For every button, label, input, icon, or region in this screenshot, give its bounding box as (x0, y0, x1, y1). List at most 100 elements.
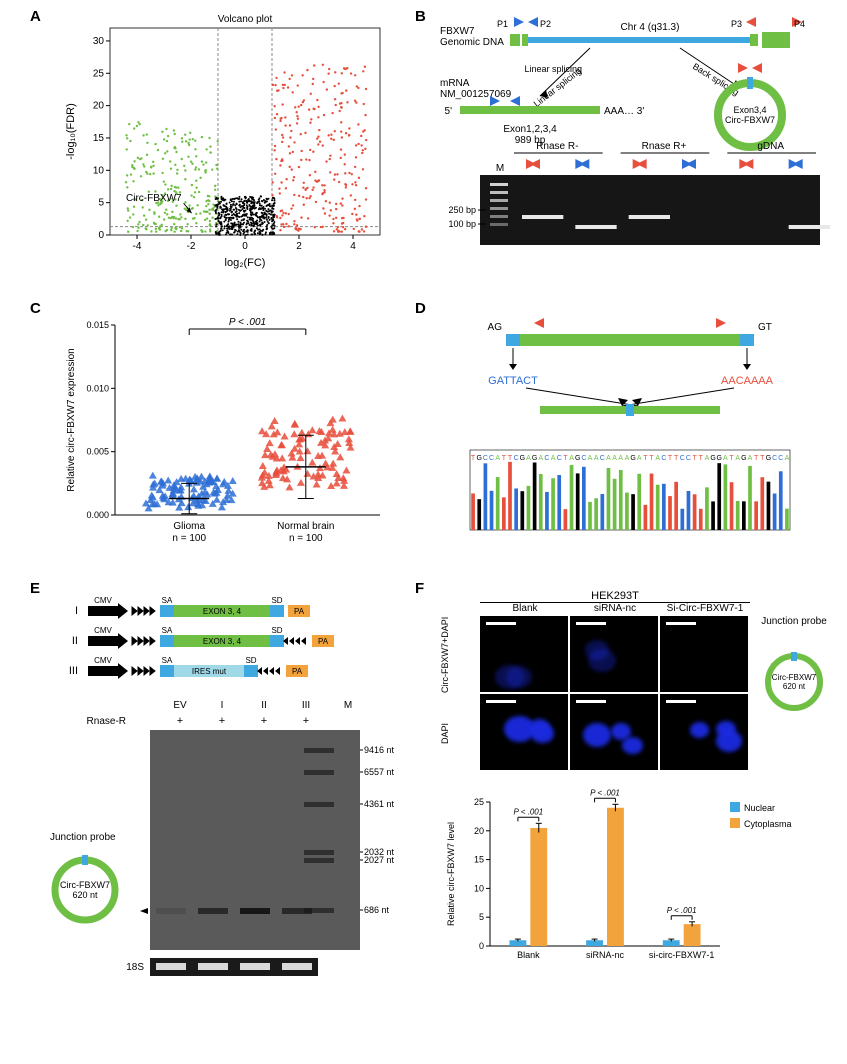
svg-text:2: 2 (296, 241, 302, 252)
dapi-nucleus (716, 721, 736, 738)
svg-text:AACAAAA: AACAAAA (721, 375, 774, 387)
svg-text:Volcano plot: Volcano plot (218, 14, 273, 25)
svg-text:FBXW7Genomic DNA: FBXW7Genomic DNA (440, 26, 504, 48)
scale-bar (666, 700, 696, 703)
svg-text:G: G (710, 455, 715, 462)
microscopy-grid (480, 616, 748, 772)
row-merge: Circ-FBXW7+DAPI (440, 616, 480, 694)
dapi-nucleus (622, 737, 642, 754)
svg-text:T: T (508, 455, 513, 462)
svg-text:Circ-FBXW7: Circ-FBXW7 (126, 193, 182, 204)
svg-text:0.005: 0.005 (86, 447, 109, 457)
svg-text:6557 nt: 6557 nt (364, 767, 395, 777)
microscopy-cell (660, 616, 748, 692)
svg-text:9416 nt: 9416 nt (364, 745, 395, 755)
svg-text:T: T (699, 455, 704, 462)
svg-text:SD: SD (271, 596, 282, 605)
svg-text:T: T (471, 455, 476, 462)
svg-text:Glioma: Glioma (173, 521, 205, 532)
svg-text:SA: SA (162, 656, 173, 665)
microscopy-cell (480, 694, 568, 770)
svg-text:T: T (729, 455, 734, 462)
svg-text:+: + (303, 715, 309, 727)
svg-text:-2: -2 (187, 241, 196, 252)
panel-d-svg: AGGTGATTACTAACAAAATGCCATTCGAGACACTAGCAAC… (440, 310, 810, 560)
svg-text:G: G (575, 455, 580, 462)
scale-bar (576, 700, 606, 703)
svg-text:gDNA: gDNA (757, 141, 784, 152)
panel-b-svg: FBXW7Genomic DNAChr 4 (q31.3)P1P2P3P4Lin… (430, 10, 830, 280)
svg-text:T: T (760, 455, 765, 462)
svg-text:10: 10 (93, 165, 105, 176)
panel-label-c: C (30, 300, 41, 317)
svg-text:T: T (674, 455, 679, 462)
svg-text:CMV: CMV (94, 596, 112, 605)
panel-d-junction: AGGTGATTACTAACAAAATGCCATTCGAGACACTAGCAAC… (440, 310, 810, 560)
svg-text:A: A (594, 455, 599, 462)
svg-text:I: I (221, 700, 224, 711)
svg-text:GATTACT: GATTACT (488, 375, 538, 387)
svg-text:A: A (569, 455, 574, 462)
svg-text:G: G (717, 455, 722, 462)
svg-text:I: I (75, 605, 78, 617)
svg-text:+: + (219, 715, 225, 727)
panel-c-scatter: 0.0000.0050.0100.015Relative circ-FBXW7 … (60, 310, 390, 560)
svg-text:A: A (551, 455, 556, 462)
svg-text:T: T (643, 455, 648, 462)
svg-text:G: G (532, 455, 537, 462)
svg-text:5': 5' (445, 106, 453, 117)
svg-text:C: C (600, 455, 605, 462)
svg-text:15: 15 (474, 855, 484, 865)
svg-text:M: M (344, 700, 352, 711)
svg-text:P < .001: P < .001 (229, 317, 266, 328)
scale-bar (486, 622, 516, 625)
svg-text:AG: AG (488, 322, 503, 333)
svg-text:0.000: 0.000 (86, 510, 109, 520)
scale-bar (486, 700, 516, 703)
svg-text:A: A (538, 455, 543, 462)
svg-text:SA: SA (162, 596, 173, 605)
svg-text:P2: P2 (540, 19, 551, 29)
svg-text:Circ-FBXW7620 nt: Circ-FBXW7620 nt (772, 673, 817, 691)
svg-text:0: 0 (479, 941, 484, 951)
svg-text:Rnase R+: Rnase R+ (642, 141, 687, 152)
svg-text:P1: P1 (497, 19, 508, 29)
svg-text:250 bp: 250 bp (448, 205, 476, 215)
svg-text:T: T (502, 455, 507, 462)
svg-text:Circ-FBXW7620 nt: Circ-FBXW7620 nt (60, 880, 110, 900)
svg-text:25: 25 (474, 797, 484, 807)
svg-text:T: T (692, 455, 697, 462)
microscopy-cell (570, 616, 658, 692)
scale-bar (576, 622, 606, 625)
panel-f-barchart: 0510152025Relative circ-FBXW7 levelBlank… (440, 780, 820, 980)
svg-text:C: C (686, 455, 691, 462)
microscopy-cell (660, 694, 748, 770)
svg-text:+: + (261, 715, 267, 727)
svg-text:0.015: 0.015 (86, 320, 109, 330)
svg-text:II: II (72, 635, 78, 647)
svg-text:A: A (618, 455, 623, 462)
svg-text:P < .001: P < .001 (590, 788, 620, 797)
svg-text:4361 nt: 4361 nt (364, 799, 395, 809)
svg-text:G: G (630, 455, 635, 462)
svg-text:C: C (514, 455, 519, 462)
svg-text:CMV: CMV (94, 626, 112, 635)
probe-diagram-f: Junction probe Circ-FBXW7620 nt (754, 616, 834, 772)
svg-text:PA: PA (292, 667, 303, 676)
svg-text:SD: SD (271, 626, 282, 635)
svg-text:P3: P3 (731, 19, 742, 29)
svg-text:GT: GT (758, 322, 772, 333)
svg-text:III: III (302, 700, 310, 711)
svg-text:siRNA-nc: siRNA-nc (586, 950, 625, 960)
svg-text:II: II (261, 700, 267, 711)
svg-text:n = 100: n = 100 (289, 533, 323, 544)
svg-text:A: A (705, 455, 710, 462)
svg-text:Relative circ-FBXW7 expression: Relative circ-FBXW7 expression (66, 348, 77, 491)
svg-text:Rnase R-: Rnase R- (536, 141, 578, 152)
svg-text:C: C (772, 455, 777, 462)
svg-text:15: 15 (93, 133, 105, 144)
svg-text:log₂(FC): log₂(FC) (225, 257, 266, 269)
probe-label-f: Junction probe (754, 616, 834, 627)
svg-text:Relative circ-FBXW7 level: Relative circ-FBXW7 level (446, 822, 456, 926)
svg-text:C: C (489, 455, 494, 462)
